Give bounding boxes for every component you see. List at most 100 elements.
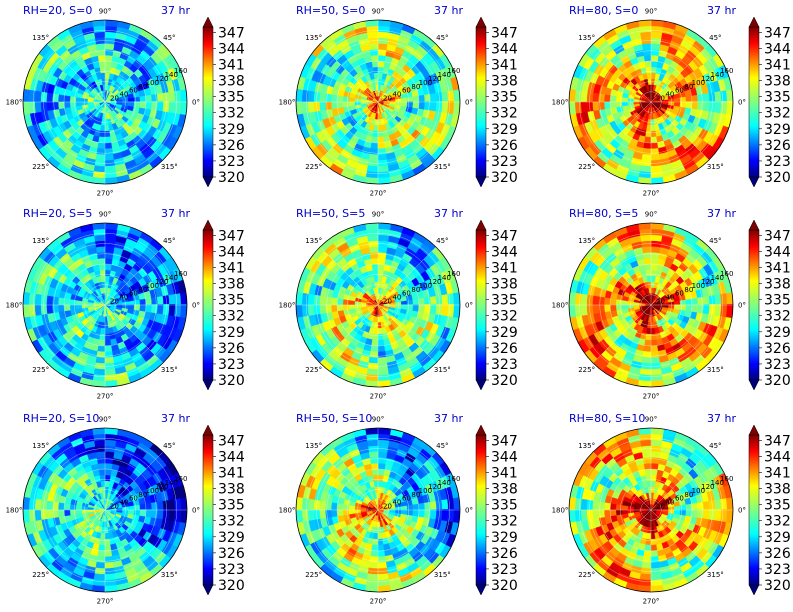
theta-e-field: [23, 20, 187, 184]
colorbar-tick-label: 329: [491, 122, 518, 138]
field-cell: [168, 101, 176, 114]
field-cell: [301, 509, 309, 523]
angle-tick-label: 90°: [645, 211, 657, 219]
colorbar-tick-label: 332: [764, 106, 791, 122]
colorbar-tick-label: 341: [218, 466, 245, 482]
field-cell: [104, 579, 118, 587]
radial-tick-label: 40: [665, 294, 674, 302]
colorbar-tick-label: 329: [764, 122, 791, 138]
field-cell: [368, 153, 379, 161]
field-cell: [650, 374, 664, 382]
field-cell: [307, 293, 315, 306]
colorbar-tick-label: 329: [764, 325, 791, 341]
angle-tick-label: 45°: [436, 34, 448, 42]
theta-e-field: [569, 20, 733, 184]
panel-time-label: 37 hr: [707, 207, 736, 220]
angle-tick-label: 225°: [32, 366, 49, 374]
angular-gridline: [104, 101, 164, 161]
panel-title: RH=50, S=5: [296, 207, 365, 220]
field-cell: [307, 90, 315, 103]
field-cell: [366, 234, 379, 242]
angle-tick-label: 180°: [279, 99, 296, 107]
angle-tick-label: 135°: [32, 442, 49, 450]
colorbar-tick-label: 347: [764, 25, 791, 41]
angle-tick-label: 270°: [370, 190, 387, 198]
field-cell: [96, 148, 106, 155]
angle-tick-label: 225°: [32, 163, 49, 171]
field-cell: [592, 295, 600, 306]
field-cell: [151, 304, 158, 314]
radial-tick-label: 80: [138, 83, 147, 91]
field-cell: [330, 502, 338, 511]
field-cell: [301, 304, 309, 318]
field-cell: [645, 130, 652, 138]
field-cell: [156, 101, 164, 112]
field-cell: [369, 351, 379, 358]
field-cell: [336, 298, 344, 306]
field-cell: [127, 304, 135, 310]
field-cell: [650, 234, 663, 242]
angle-tick-label: 315°: [434, 366, 451, 374]
field-cell: [63, 95, 71, 103]
radial-tick-label: 160: [174, 270, 187, 278]
colorbar-tick-label: 323: [491, 357, 518, 373]
angular-gridline: [650, 43, 710, 103]
field-cell: [104, 462, 113, 470]
field-cell: [621, 97, 629, 103]
field-cell: [52, 93, 59, 103]
angle-tick-label: 45°: [709, 237, 721, 245]
field-cell: [104, 66, 111, 74]
field-cell: [441, 293, 449, 306]
colorbar-extend-min: [475, 379, 487, 391]
field-cell: [365, 579, 379, 587]
field-cell: [418, 101, 426, 110]
colorbar-extend-min: [475, 176, 487, 188]
colorbar-tick-label: 326: [491, 341, 518, 357]
field-cell: [319, 92, 327, 103]
field-cell: [75, 505, 83, 511]
field-cell: [639, 234, 652, 242]
field-cell: [93, 165, 106, 173]
field-cell: [377, 474, 384, 482]
colorbar-tick-label: 323: [218, 154, 245, 170]
radial-tick-label: 160: [447, 270, 460, 278]
field-cell: [156, 509, 164, 520]
angular-gridline: [592, 101, 652, 161]
field-cell: [307, 509, 315, 522]
colorbar-tick-label: 344: [491, 244, 518, 260]
radial-tick-label: 60: [129, 290, 138, 298]
colorbar-tick-label: 326: [491, 138, 518, 154]
field-cell: [691, 304, 699, 313]
field-cell: [377, 72, 383, 80]
field-cell: [638, 25, 652, 33]
colorbar-extend-max: [748, 219, 760, 231]
colorbar-body: [748, 229, 760, 381]
field-cell: [96, 351, 106, 358]
radial-tick-label: 140: [165, 274, 178, 282]
colorbar-tick-label: 341: [491, 58, 518, 74]
field-cell: [580, 101, 588, 114]
field-cell: [174, 509, 182, 523]
angle-tick-label: 90°: [99, 211, 111, 219]
field-cell: [301, 101, 309, 115]
colorbar-tick-label: 344: [491, 449, 518, 465]
field-cell: [28, 304, 36, 318]
panel-time-label: 37 hr: [434, 412, 463, 425]
field-cell: [377, 246, 388, 254]
angle-tick-label: 0°: [192, 302, 200, 310]
angle-tick-label: 270°: [370, 598, 387, 606]
angle-tick-label: 225°: [305, 366, 322, 374]
field-cell: [96, 556, 106, 563]
field-cell: [93, 234, 106, 242]
angle-tick-label: 180°: [6, 302, 23, 310]
field-cell: [377, 228, 391, 236]
field-cell: [92, 579, 106, 587]
field-cell: [377, 252, 387, 259]
field-cell: [99, 538, 106, 546]
field-cell: [377, 25, 391, 33]
field-cell: [336, 503, 344, 511]
field-cell: [34, 293, 42, 306]
angle-tick-label: 135°: [305, 442, 322, 450]
field-cell: [441, 509, 449, 522]
field-cell: [145, 509, 153, 518]
